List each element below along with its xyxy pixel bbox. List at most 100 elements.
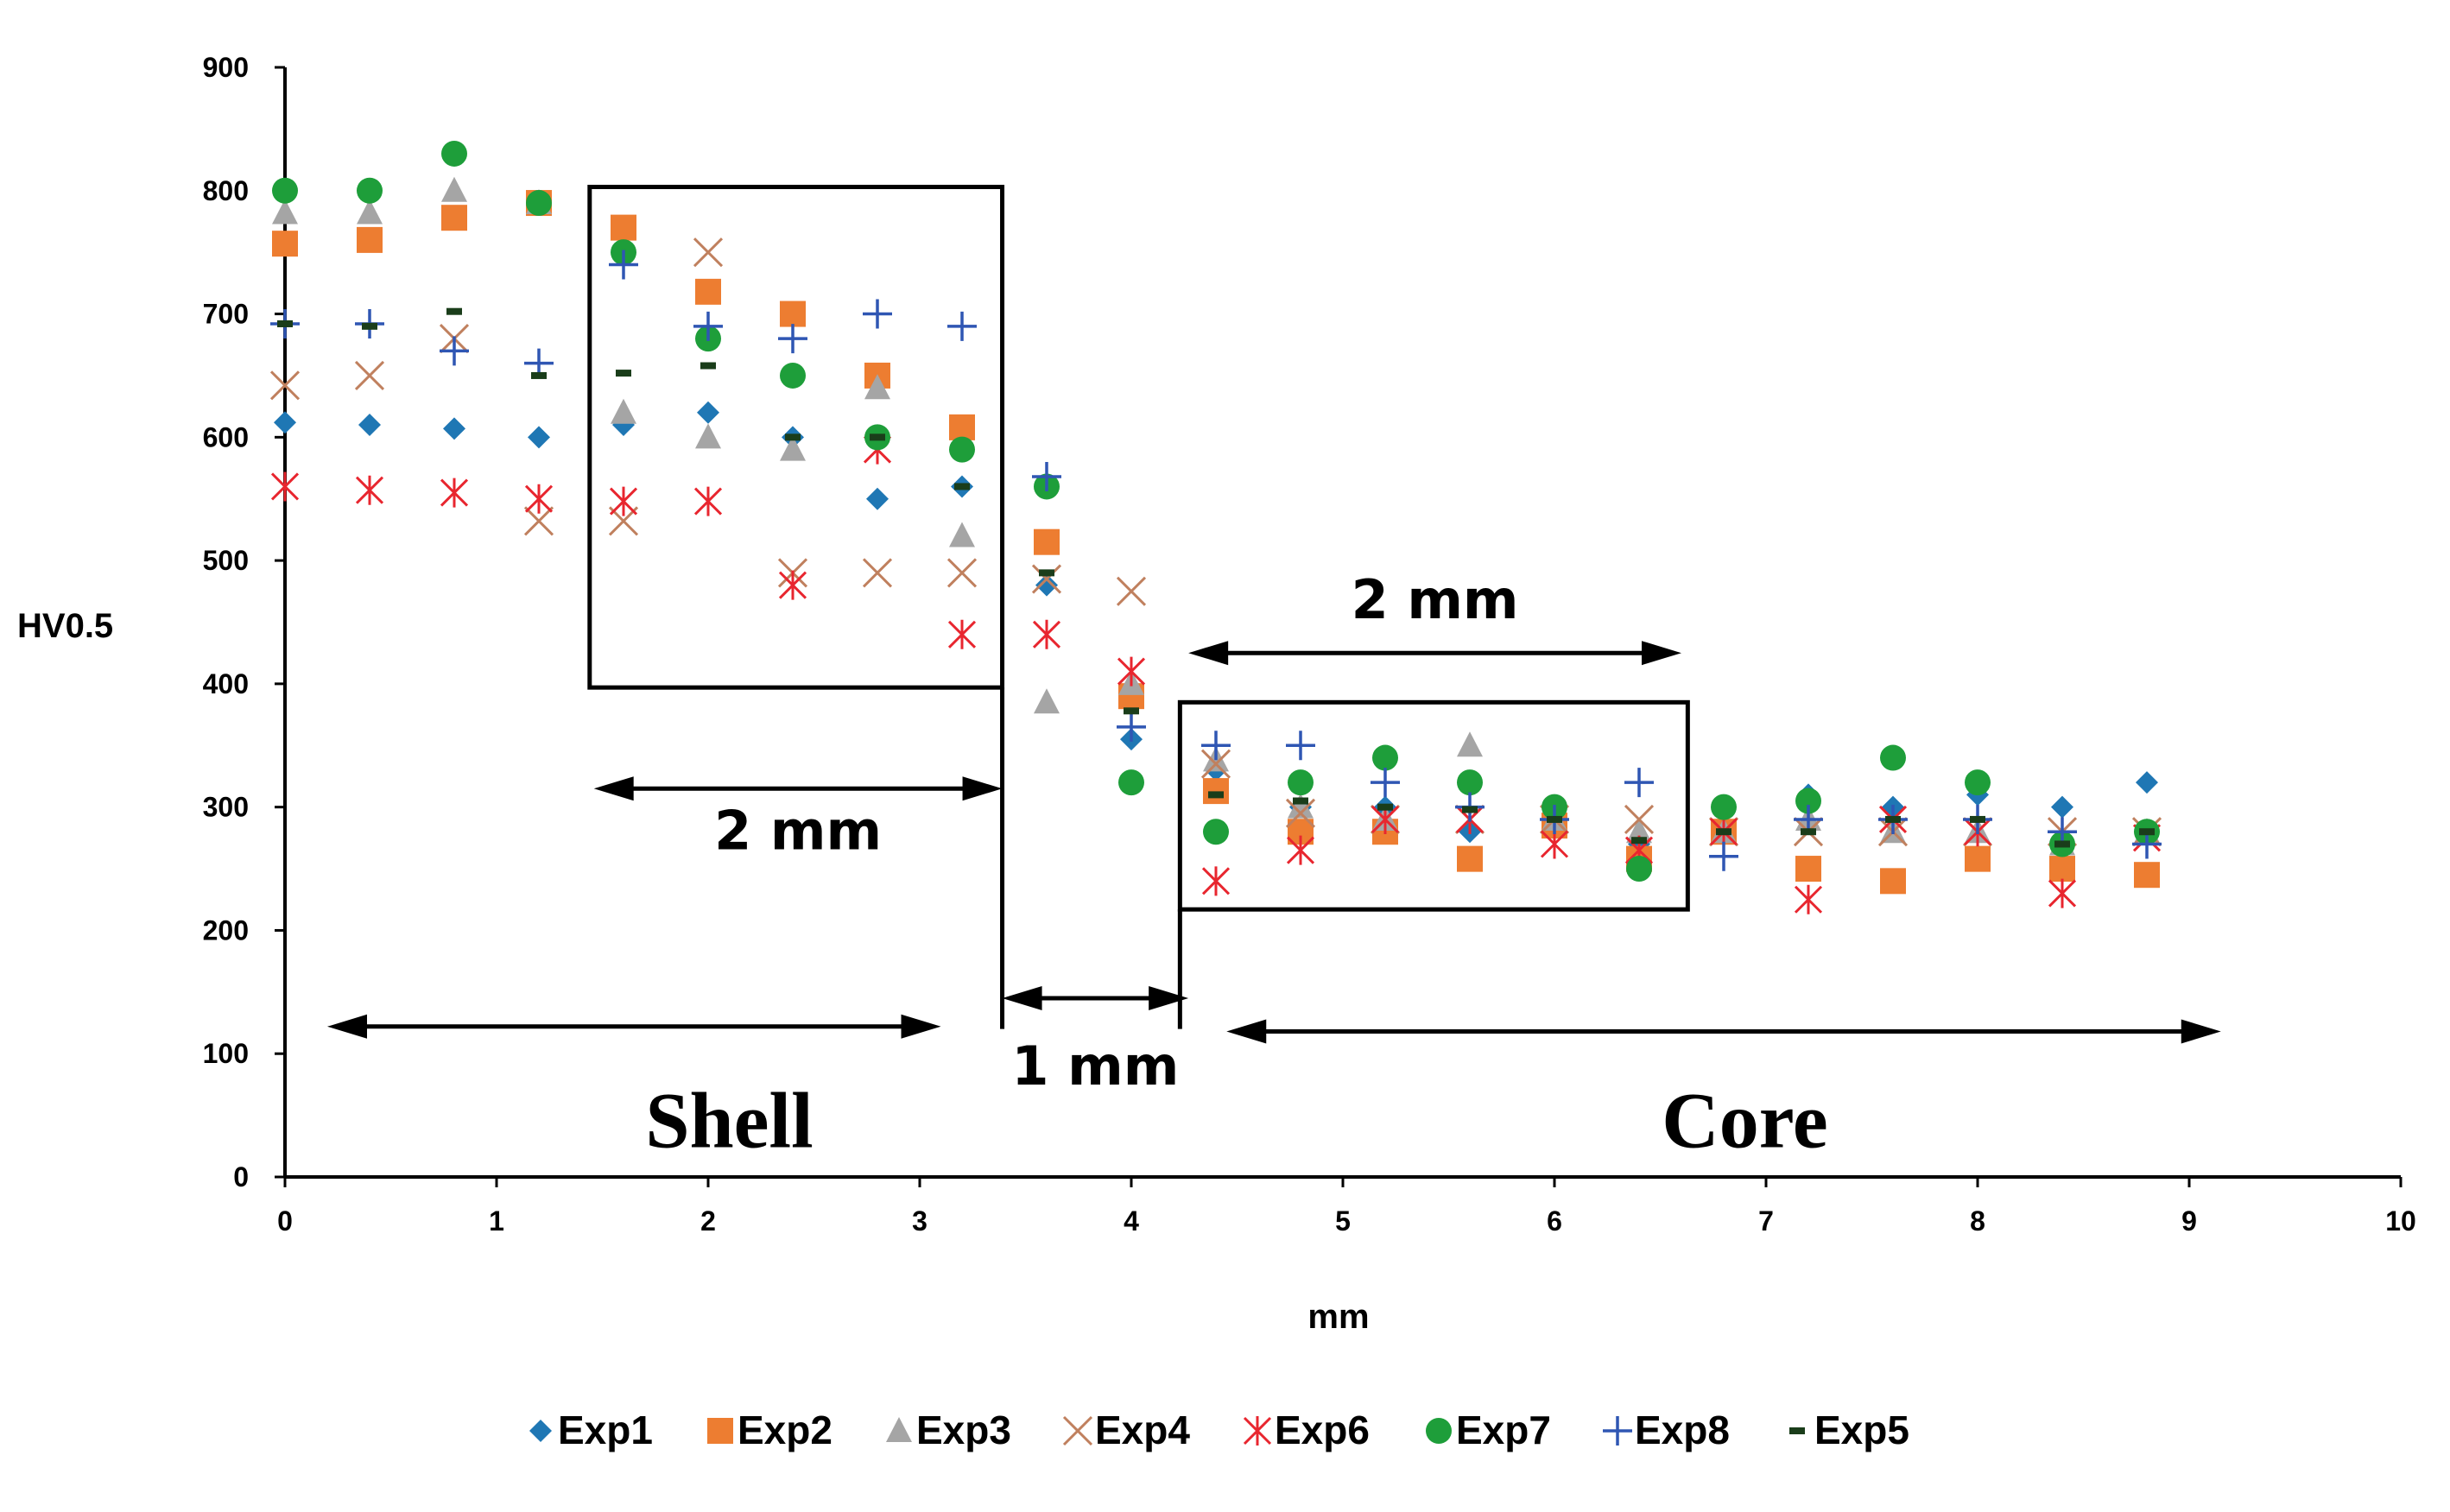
data-point-exp2 [357,226,383,253]
data-point-exp5 [785,433,801,441]
x-tick-label: 4 [1124,1205,1139,1237]
legend-label: Exp7 [1456,1408,1551,1452]
data-point-exp8 [947,311,977,341]
data-point-exp5 [362,322,377,330]
data-point-exp3 [1626,818,1652,844]
data-point-exp6 [524,484,554,514]
data-point-exp5 [446,307,462,315]
legend-item-exp8: Exp8 [1603,1408,1730,1452]
y-tick-label: 800 [203,175,249,206]
data-point-exp2 [949,414,975,440]
data-point-exp8 [440,336,469,366]
data-point-exp4 [1200,749,1231,779]
annotation-box-2 [1177,699,1690,912]
data-point-exp6 [1286,835,1315,865]
data-point-exp4 [693,237,724,268]
data-point-exp5 [1631,837,1647,845]
data-point-exp5 [700,362,716,370]
data-point-exp5 [616,370,631,377]
x-tick-label: 8 [1970,1205,1985,1237]
annotations-layer: 2 mm 2 mm 1 mm Shell Core [327,184,2221,1165]
region-range-arrow [327,1014,941,1039]
legend-marker-exp4 [1062,1415,1093,1446]
data-point-exp3 [1288,793,1314,819]
legend-marker-exp1 [529,1420,552,1442]
data-point-exp2 [1457,845,1483,872]
data-point-exp5 [1970,815,1985,823]
x-tick-label: 10 [2385,1205,2416,1237]
legend-label: Exp3 [916,1408,1011,1452]
y-tick-label: 400 [203,668,249,699]
data-point-exp8 [1371,768,1400,798]
data-point-exp8 [1032,462,1061,492]
data-point-exp8 [1286,731,1315,761]
data-point-exp2 [272,231,298,257]
data-point-exp6 [1794,884,1823,914]
dimension-label: 2 mm [1352,568,1519,631]
series-exp5 [277,307,2155,848]
data-point-exp1 [274,411,296,434]
x-tick-label: 7 [1758,1205,1774,1237]
legend-item-exp3: Exp3 [886,1408,1011,1452]
data-point-exp1 [528,426,550,449]
data-point-exp1 [697,401,719,424]
dimension-arrow [1188,641,1681,666]
data-point-exp7 [1118,769,1144,796]
data-point-exp2 [1795,856,1821,883]
legend-item-exp5: Exp5 [1789,1408,1909,1452]
x-tick-label: 9 [2181,1205,2197,1237]
x-tick-label: 1 [489,1205,504,1237]
legend-marker-exp5 [1789,1427,1805,1434]
data-point-exp7 [1626,856,1652,883]
y-tick-label: 700 [203,299,249,330]
legend-label: Exp1 [558,1408,653,1452]
legend-item-exp6: Exp6 [1243,1408,1370,1452]
data-point-exp3 [949,522,975,547]
data-point-exp2 [2049,856,2075,883]
data-point-exp2 [780,301,806,327]
data-point-exp2 [1965,845,1991,872]
data-point-exp7 [1203,819,1229,845]
data-point-exp4 [354,360,385,391]
x-ticks: 0 1 2 3 4 5 6 7 8 9 10 [277,1177,2416,1237]
data-point-exp8 [778,324,807,354]
data-point-exp6 [270,471,300,502]
data-point-exp1 [358,414,381,437]
x-tick-label: 5 [1335,1205,1351,1237]
data-point-exp3 [1457,731,1483,757]
points-layer [269,140,2162,914]
data-point-exp7 [1965,769,1991,796]
y-axis-title: HV0.5 [17,607,113,645]
data-point-exp7 [1457,769,1483,796]
data-point-exp5 [1547,815,1562,823]
data-point-exp5 [2139,828,2155,836]
legend-marker-exp8 [1603,1416,1632,1446]
data-point-exp3 [441,176,467,202]
data-point-exp7 [441,140,467,167]
x-tick-label: 3 [912,1205,927,1237]
data-point-exp6 [2048,878,2077,908]
data-point-exp6 [1117,656,1146,686]
data-point-exp5 [531,371,547,379]
y-ticks: 0 100 200 300 400 500 600 700 800 900 [203,52,285,1193]
data-point-exp2 [1034,528,1060,555]
data-point-exp8 [1624,768,1654,798]
legend-label: Exp8 [1635,1408,1730,1452]
data-point-exp5 [870,433,885,441]
data-point-exp6 [1540,829,1569,859]
data-point-exp6 [609,486,638,516]
data-point-exp7 [1372,744,1398,771]
data-point-exp6 [440,478,469,508]
data-point-exp7 [526,190,552,217]
data-point-exp5 [1801,828,1816,836]
y-tick-label: 200 [203,914,249,946]
data-point-exp6 [693,486,723,516]
data-point-exp5 [1716,828,1731,836]
data-point-exp4 [1031,564,1062,594]
data-point-exp2 [695,278,721,305]
y-tick-label: 100 [203,1038,249,1069]
data-point-exp5 [1124,707,1139,715]
data-point-exp2 [441,205,467,231]
data-point-exp4 [1285,798,1316,828]
legend-label: Exp6 [1275,1408,1370,1452]
